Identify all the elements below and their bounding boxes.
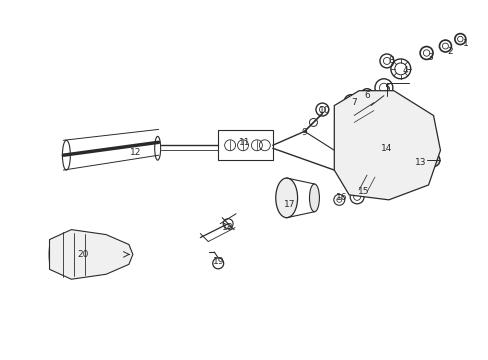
Text: 1: 1 [463, 39, 468, 48]
Polygon shape [49, 230, 133, 279]
Circle shape [348, 130, 372, 154]
Text: 4: 4 [402, 66, 407, 75]
Text: 17: 17 [284, 200, 295, 209]
Text: 2: 2 [447, 46, 452, 55]
Text: 6: 6 [364, 91, 369, 100]
Text: 15: 15 [358, 188, 369, 197]
Text: 19: 19 [212, 257, 224, 266]
Text: 20: 20 [78, 250, 89, 259]
Text: 10: 10 [318, 106, 329, 115]
Text: 7: 7 [350, 98, 356, 107]
Ellipse shape [275, 178, 297, 218]
Text: 16: 16 [335, 193, 346, 202]
Text: 18: 18 [222, 223, 233, 232]
Polygon shape [334, 91, 440, 200]
Text: 13: 13 [414, 158, 426, 167]
Circle shape [426, 154, 439, 167]
Circle shape [309, 118, 317, 126]
Text: 3: 3 [427, 53, 432, 62]
Circle shape [378, 122, 398, 142]
Ellipse shape [49, 240, 54, 268]
Bar [218, 130, 272, 160]
Text: 5: 5 [383, 84, 389, 93]
Circle shape [404, 141, 422, 159]
Text: 12: 12 [130, 148, 141, 157]
Text: 8: 8 [387, 57, 393, 66]
Text: 9: 9 [301, 128, 307, 137]
Ellipse shape [309, 184, 319, 212]
Text: 14: 14 [381, 144, 392, 153]
Text: 11: 11 [239, 138, 250, 147]
